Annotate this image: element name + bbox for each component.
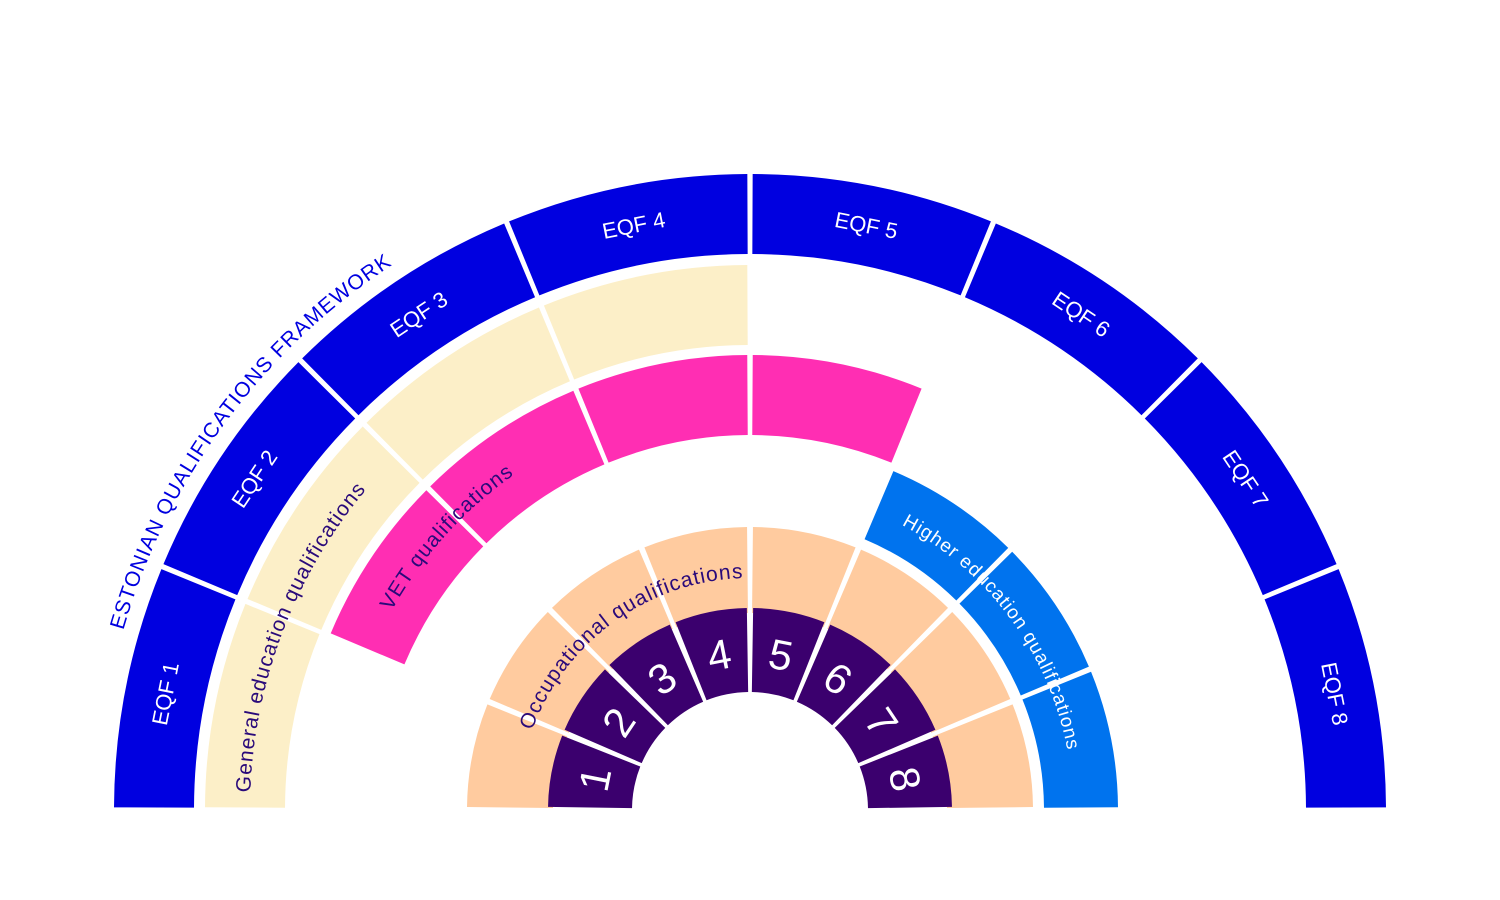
qualification-2-segment-4 bbox=[644, 527, 748, 628]
level-segment-1 bbox=[548, 735, 641, 809]
eqf-segment-3 bbox=[302, 223, 536, 416]
qualification-0-segment-4 bbox=[543, 265, 748, 380]
qualification-3-segment-8 bbox=[1022, 671, 1118, 808]
eqf-segment-1 bbox=[114, 569, 236, 808]
qualification-1-segment-2 bbox=[330, 490, 484, 665]
eqf-segment-4 bbox=[509, 174, 748, 296]
qualification-1-segment-4 bbox=[578, 355, 748, 463]
level-segment-4 bbox=[675, 608, 749, 701]
eqf-segment-7 bbox=[1144, 362, 1337, 596]
rings-layer bbox=[114, 174, 1386, 809]
qualification-0-segment-3 bbox=[366, 307, 570, 480]
level-segment-2 bbox=[564, 669, 666, 764]
level-segment-3 bbox=[609, 624, 704, 726]
qualification-3-segment-6 bbox=[864, 471, 1009, 601]
qualification-1-segment-3 bbox=[430, 390, 605, 544]
eqf-segment-5 bbox=[752, 174, 991, 296]
eqf-segment-2 bbox=[163, 362, 356, 596]
qualification-0-segment-2 bbox=[247, 426, 420, 630]
level-segment-7 bbox=[834, 669, 936, 764]
qualification-1-segment-5 bbox=[752, 355, 922, 463]
qualification-0-segment-1 bbox=[205, 603, 320, 808]
qualification-2-segment-1 bbox=[467, 704, 568, 808]
eqf-segment-6 bbox=[964, 223, 1198, 416]
level-segment-5 bbox=[751, 608, 825, 701]
level-segment-8 bbox=[859, 735, 952, 809]
eqf-segment-8 bbox=[1264, 569, 1386, 808]
qualification-2-segment-5 bbox=[752, 527, 856, 628]
level-segment-6 bbox=[796, 624, 891, 726]
qualification-3-segment-7 bbox=[959, 551, 1089, 696]
qualification-2-segment-8 bbox=[932, 704, 1033, 808]
